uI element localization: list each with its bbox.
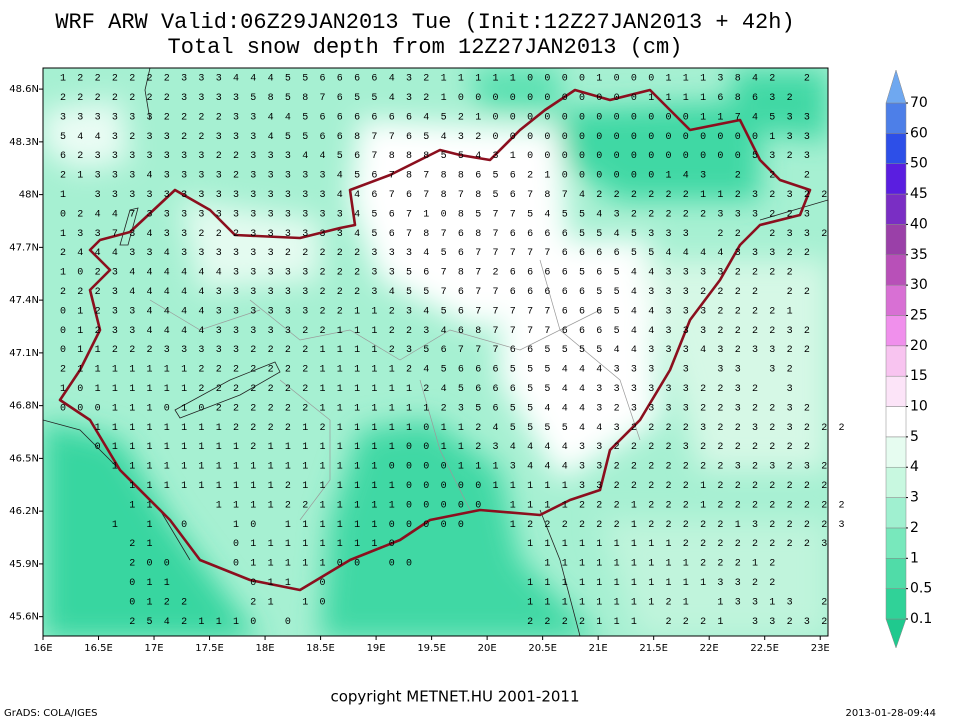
colorbar-label: 15 [910,368,928,384]
colorbar-segment [885,102,907,134]
colorbar-label: 60 [910,125,928,141]
colorbar-segment [885,284,907,316]
colorbar-label: 40 [910,216,928,232]
grid-row: 0123344443333322111223468777766654433322… [60,326,827,337]
x-tick-label: 20E [478,643,497,654]
title: WRF ARW Valid:06Z29JAN2013 Tue (Init:12Z… [55,10,794,35]
x-tick-label: 17E [145,643,164,654]
colorbar-segment [885,133,907,164]
colorbar-top [885,69,907,104]
grid-row: 21111111222222211111245666555444333 3 33… [60,365,827,376]
colorbar-label: 35 [910,247,928,263]
colorbar-bottom [885,618,907,649]
colorbar-label: 70 [910,95,928,111]
grid-row: 2222222333358587655432100000000000111168… [60,93,827,104]
grid-row: 0123344443333332211234567777766654433322… [60,306,827,317]
colorbar-segment [885,436,907,468]
y-tick-label: 48.6N [9,84,39,95]
colorbar-label: 4 [910,459,919,475]
colorbar-segment [885,163,907,195]
x-tick-label: 18E [256,643,275,654]
colorbar-segment [885,224,907,256]
x-tick-label: 21E [589,643,608,654]
x-tick-label: 18.5E [306,643,335,654]
colorbar-segment [885,193,907,225]
colorbar-label: 1 [910,550,919,566]
grid-row: 0244733333333333345671085775455432222233… [60,209,827,220]
y-tick-label: 47.1N [9,348,39,359]
grid-row: 1023444444333332223356787266665654433332… [60,268,827,279]
colorbar-label: 2 [910,520,919,536]
x-tick-label: 19E [367,643,386,654]
grid-row: 0112223333322221111235677766555544333432… [60,345,827,356]
map-frame [42,67,829,637]
y-tick-label: 46.5N [9,453,39,464]
y-tick-label: 46.2N [9,506,39,517]
grid-row: 2444334333333222223334567777766665544443… [60,248,827,259]
colorbar-label: 0.5 [910,581,932,597]
x-tick-label: 21.5E [639,643,668,654]
colorbar-segment [885,345,907,377]
colorbar-label: 50 [910,156,928,172]
colorbar-segment [885,375,907,407]
subtitle: Total snow depth from 12Z27JAN2013 (cm) [168,35,683,60]
software: GrADS: COLA/IGES [4,708,98,719]
grid-row: 1011111122222221111112456665544333333223… [60,384,827,395]
colorbar-segment [885,527,907,559]
colorbar-segment [885,254,907,286]
grid-row: 0001110102222221111111235655444323333223… [60,403,827,414]
y-tick-label: 45.6N [9,612,39,623]
x-tick-label: 22.5E [750,643,779,654]
grid-row: 6233333332233344567888554310000000000000… [60,151,827,162]
colorbar-segment [885,588,907,620]
grid-row: 1337343322233333345678768766665545333 22… [60,229,827,240]
y-tick-label: 47.7N [9,242,39,253]
y-tick-label: 48N [19,190,39,201]
grid-row: 1 33333333333333446767878567874222222112… [60,190,827,201]
timestamp: 2013-01-28-09:44 [845,708,936,719]
colorbar-label: 25 [910,307,928,323]
x-tick-label: 16E [33,643,52,654]
grid-row: 21333433332333334567878865621000000143 2… [60,171,827,182]
colorbar-label: 5 [910,429,919,445]
colorbar-segment [885,558,907,589]
copyright: copyright METNET.HU 2001-2011 [330,688,579,706]
y-tick-label: 45.9N [9,559,39,570]
grid-row: 2223444443333332223455767766666554333222… [60,287,827,298]
colorbar-label: 45 [910,186,928,202]
y-tick-label: 46.8N [9,401,39,412]
colorbar-segment [885,315,907,347]
x-tick-label: 19.5E [417,643,446,654]
x-tick-label: 17.5E [195,643,224,654]
y-tick-label: 47.4N [9,295,39,306]
colorbar-label: 20 [910,338,928,354]
x-tick-label: 22E [700,643,719,654]
x-tick-label: 20.5E [528,643,557,654]
x-tick-label: 16.5E [84,643,113,654]
colorbar-label: 3 [910,490,919,506]
grid-row: 3333332222334456666664521000000000000117… [60,112,827,123]
colorbar-label: 10 [910,399,928,415]
grid-row: 1222222333444556666432111110000100011138… [60,74,827,85]
colorbar-label: 30 [910,277,928,293]
grid-row: 5443233223334556687765432000000000000000… [60,132,827,143]
colorbar-segment [885,497,907,529]
map-background [43,68,828,636]
y-tick-label: 48.3N [9,137,39,148]
colorbar-segment [885,466,907,498]
colorbar-label: 0.1 [910,611,932,627]
x-tick-label: 23E [811,643,830,654]
colorbar-segment [885,406,907,438]
